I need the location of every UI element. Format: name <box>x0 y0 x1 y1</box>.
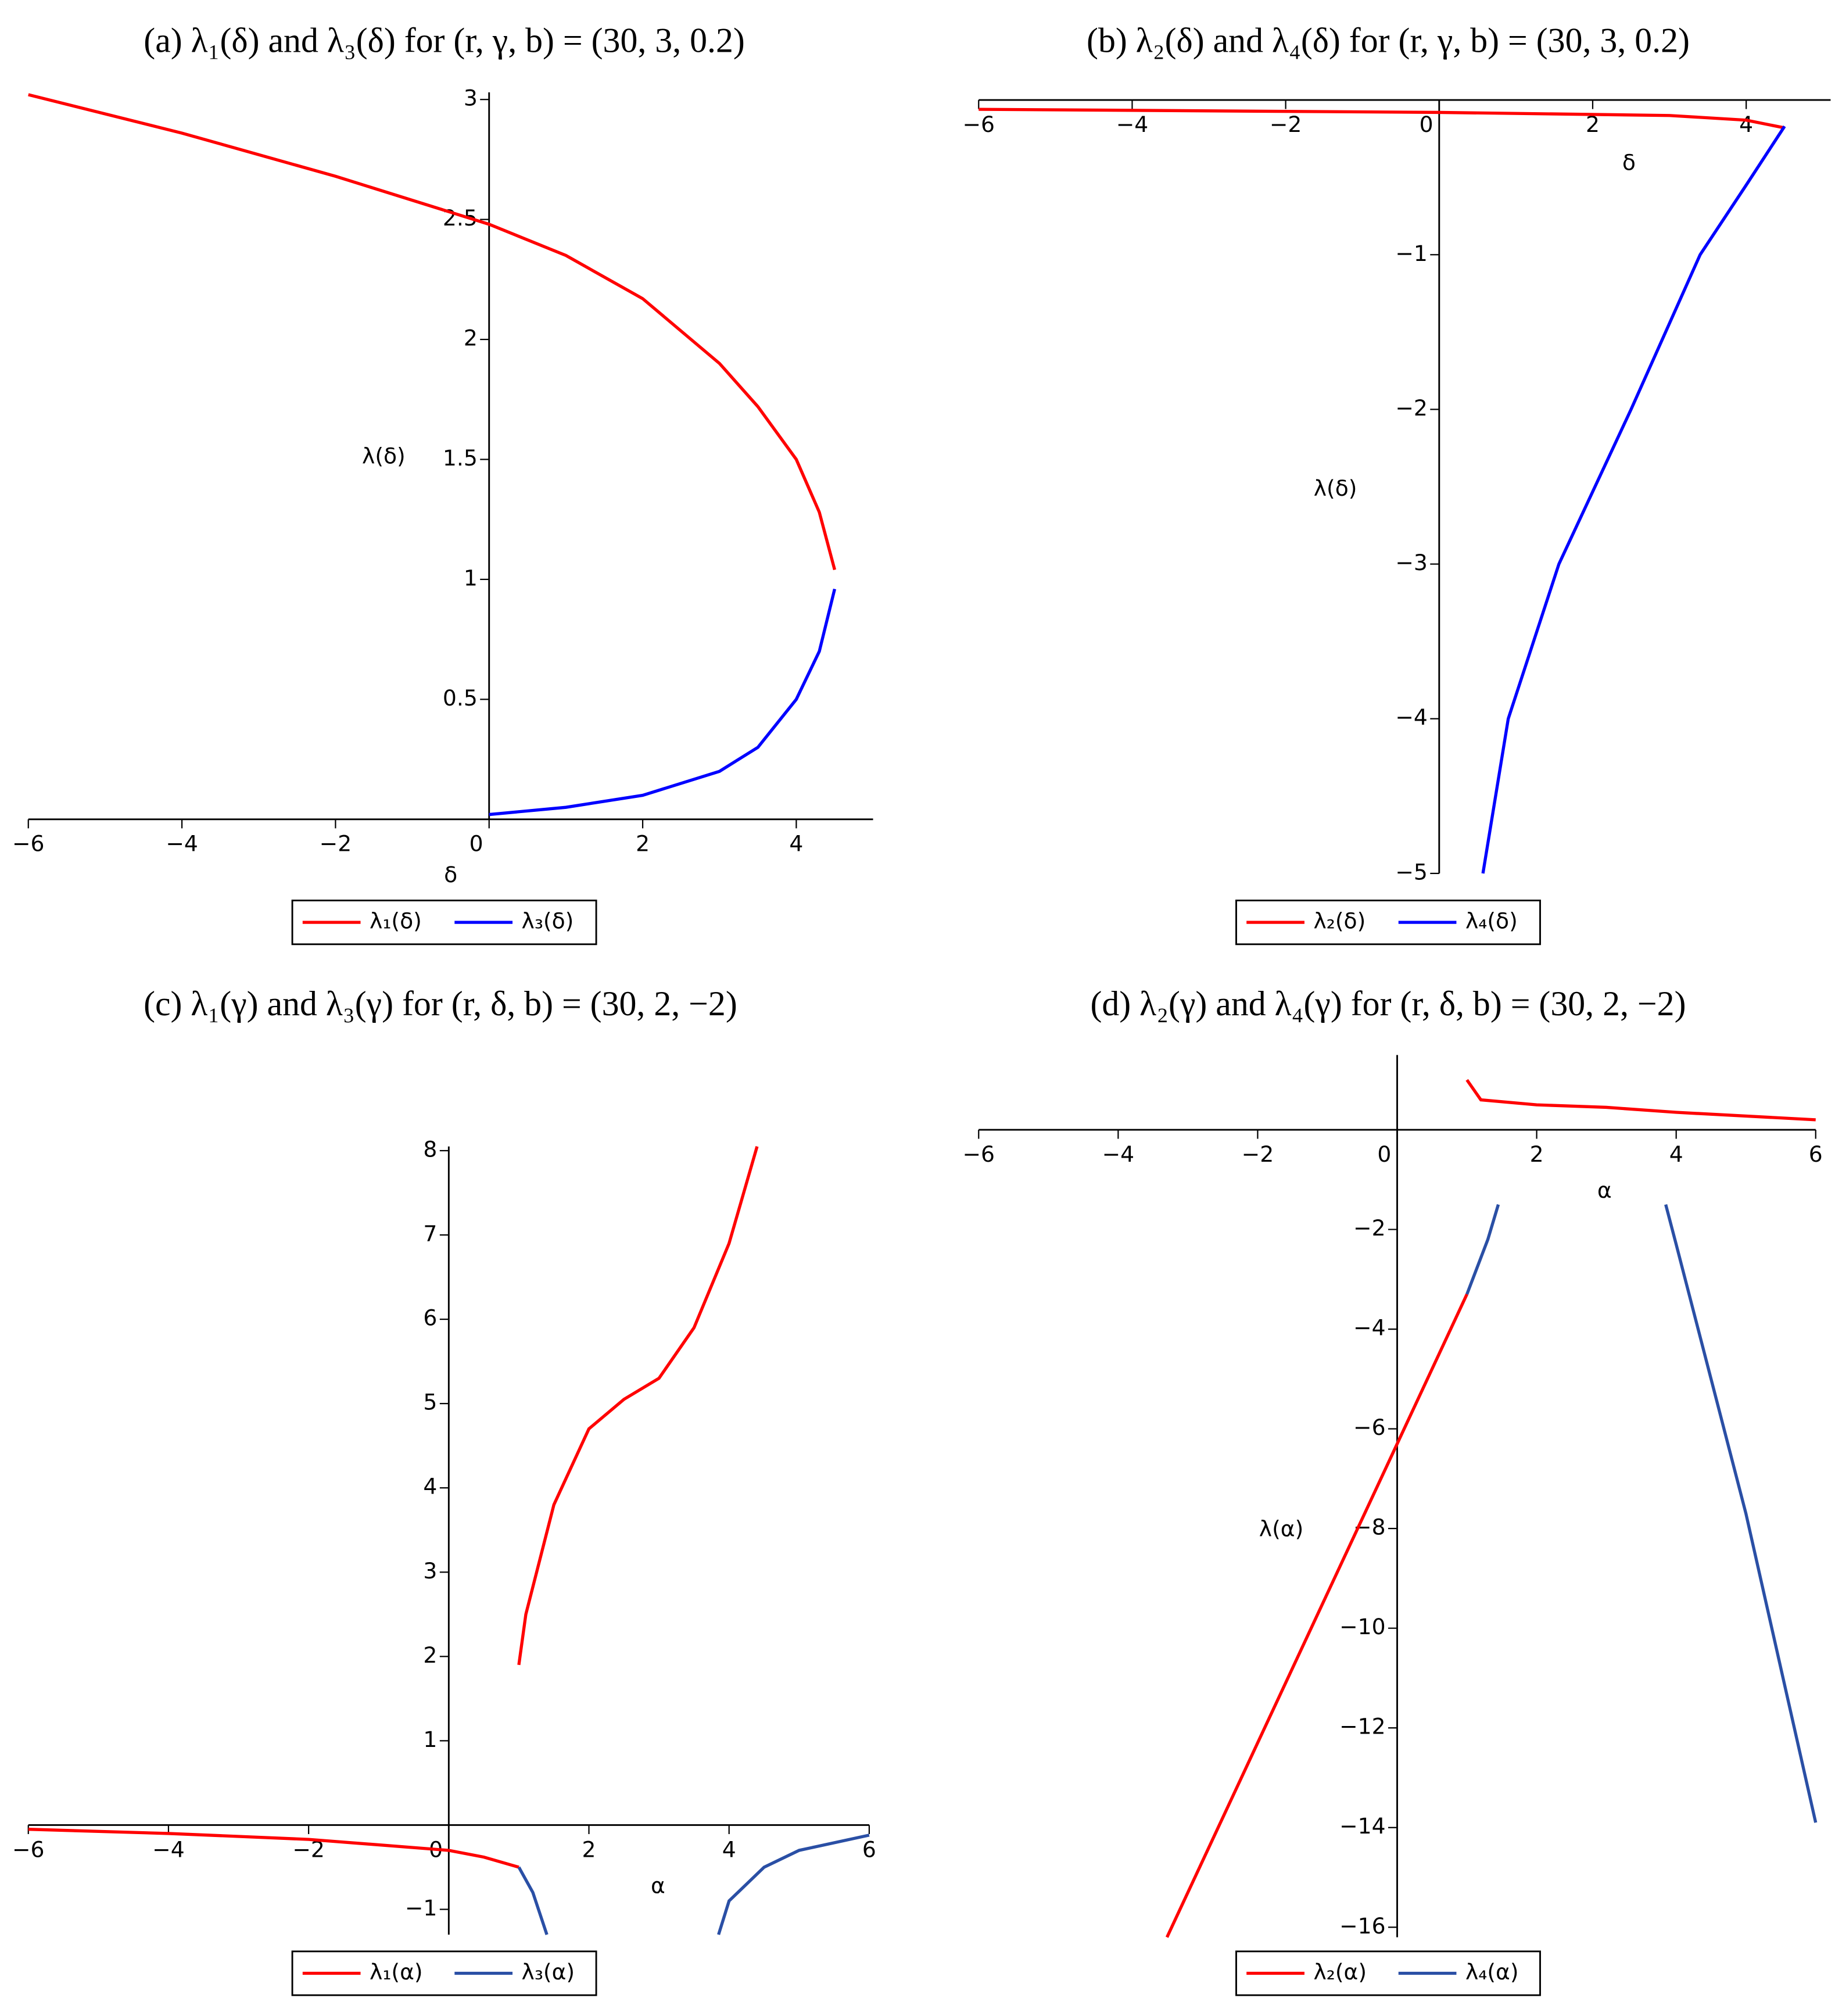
y-tick-label: −1 <box>405 1895 438 1921</box>
y-tick-label: −12 <box>1339 1714 1385 1739</box>
legend-box <box>291 1950 597 1996</box>
x-tick-label: 2 <box>582 1836 596 1862</box>
y-tick-label: −14 <box>1339 1813 1385 1839</box>
y-axis-label: λ(δ) <box>362 443 406 469</box>
series-line <box>1481 125 1786 874</box>
y-axis-label: λ(δ) <box>1314 475 1357 501</box>
y-tick-label: −3 <box>1395 550 1428 575</box>
series-line <box>489 588 837 817</box>
y-tick-label: −1 <box>1395 241 1428 266</box>
x-tick-label: −4 <box>152 1836 185 1862</box>
y-tick-label: −4 <box>1395 704 1428 730</box>
y-tick-label: −2 <box>1395 395 1428 421</box>
legend-label: λ₁(δ) <box>370 908 422 934</box>
legend-label: λ₄(δ) <box>1465 908 1518 934</box>
legend-box <box>291 900 597 946</box>
y-tick-label: 1.5 <box>443 445 478 471</box>
y-tick-label: −4 <box>1353 1315 1386 1341</box>
x-tick-label: −6 <box>12 1836 45 1862</box>
legend-label: λ₂(α) <box>1313 1959 1367 1985</box>
y-tick-label: 3 <box>423 1558 437 1584</box>
x-tick-label: 2 <box>1586 112 1600 137</box>
x-tick-label: 4 <box>722 1836 736 1862</box>
x-tick-label: −6 <box>963 112 995 137</box>
x-tick-label: −2 <box>1270 112 1302 137</box>
x-tick-label: 0 <box>469 831 483 857</box>
y-tick-label: 5 <box>423 1390 437 1415</box>
y-axis-label: λ(α) <box>1259 1516 1304 1542</box>
y-tick-label: −16 <box>1339 1913 1385 1939</box>
x-tick-label: −4 <box>1116 112 1149 137</box>
y-tick-label: 4 <box>423 1474 437 1499</box>
legend-label: λ₁(α) <box>370 1959 423 1985</box>
x-tick-label: 4 <box>1739 112 1753 137</box>
y-tick-label: −2 <box>1353 1215 1386 1241</box>
legend-box <box>1235 900 1541 946</box>
y-tick-label: 2 <box>464 325 478 351</box>
x-tick-label: −4 <box>1102 1141 1135 1167</box>
series-line <box>28 93 837 571</box>
x-tick-label: −6 <box>963 1141 995 1167</box>
x-axis-label: α <box>1597 1177 1612 1203</box>
x-axis-label: α <box>651 1873 665 1899</box>
series-line <box>1465 1204 1818 1823</box>
x-tick-label: 4 <box>789 831 803 857</box>
y-tick-label: 6 <box>423 1305 437 1331</box>
x-tick-label: −6 <box>12 831 45 857</box>
series-line <box>979 108 1785 130</box>
x-tick-label: 2 <box>1530 1141 1544 1167</box>
chart-title: (b) λ₂(δ) and λ₄(δ) for (r, γ, b) = (30,… <box>1087 21 1690 59</box>
y-tick-label: 1 <box>423 1727 437 1752</box>
chart-title: (d) λ₂(γ) and λ₄(γ) for (r, δ, b) = (30,… <box>1090 984 1686 1023</box>
y-tick-label: 8 <box>423 1136 437 1162</box>
x-tick-label: 4 <box>1669 1141 1683 1167</box>
series-line <box>1165 1079 1816 1938</box>
legend-box <box>1235 1950 1541 1996</box>
legend-label: λ₃(α) <box>522 1959 575 1985</box>
x-axis-label: δ <box>1622 149 1636 175</box>
x-tick-label: 6 <box>862 1836 876 1862</box>
legend-label: λ₂(δ) <box>1313 908 1366 934</box>
y-tick-label: 3 <box>464 85 478 111</box>
x-tick-label: −2 <box>320 831 352 857</box>
x-tick-label: 6 <box>1809 1141 1823 1167</box>
x-tick-label: 0 <box>1420 112 1433 137</box>
x-tick-label: 2 <box>636 831 650 857</box>
legend-label: λ₄(α) <box>1465 1959 1519 1985</box>
x-tick-label: 0 <box>1377 1141 1391 1167</box>
y-tick-label: 2 <box>423 1642 437 1668</box>
y-tick-label: 7 <box>423 1221 437 1247</box>
x-tick-label: −2 <box>1242 1141 1274 1167</box>
y-tick-label: 1 <box>464 565 478 590</box>
series-line <box>28 1145 759 1869</box>
legend-label: λ₃(δ) <box>522 908 574 934</box>
chart-title: (a) λ₁(δ) and λ₃(δ) for (r, γ, b) = (30,… <box>144 21 745 59</box>
x-axis-label: δ <box>444 862 457 887</box>
y-tick-label: −6 <box>1353 1415 1386 1440</box>
y-tick-label: 0.5 <box>443 685 478 711</box>
x-tick-label: −4 <box>166 831 198 857</box>
series-line <box>517 1834 870 1935</box>
y-tick-label: −10 <box>1339 1614 1385 1639</box>
y-tick-label: −5 <box>1395 859 1428 885</box>
chart-title: (c) λ₁(γ) and λ₃(γ) for (r, δ, b) = (30,… <box>144 984 737 1023</box>
